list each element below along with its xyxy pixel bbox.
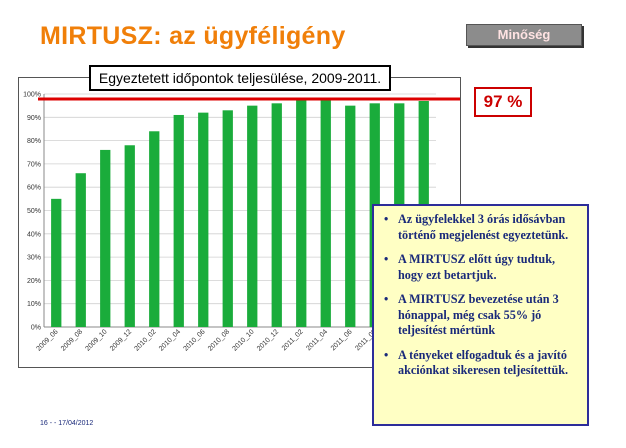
- x-tick-label: 2010_08: [207, 328, 231, 352]
- notes-textbox: • Az ügyfelekkel 3 órás idősávban történő…: [372, 204, 589, 426]
- bullet-text: A MIRTUSZ bevezetése után 3 hónappal, mé…: [398, 292, 559, 337]
- bar: [345, 105, 356, 328]
- x-tick-label: 2009_06: [35, 328, 59, 352]
- y-tick-label: 50%: [27, 208, 41, 215]
- bar: [149, 131, 160, 327]
- x-tick-label: 2009_08: [60, 328, 84, 352]
- x-tick-label: 2010_04: [158, 328, 182, 352]
- bullet-item: • A MIRTUSZ bevezetése után 3 hónappal, m…: [384, 292, 579, 339]
- y-tick-label: 80%: [27, 138, 41, 145]
- y-tick-label: 60%: [27, 185, 41, 192]
- x-tick-label: 2011_06: [330, 328, 354, 352]
- bullet-item: • A tényeket elfogadtuk és a javító akció…: [384, 348, 579, 379]
- x-tick-label: 2011_04: [305, 328, 329, 352]
- y-tick-label: 20%: [27, 278, 41, 285]
- bullet-text: A tényeket elfogadtuk és a javító akción…: [398, 347, 569, 378]
- y-tick-label: 0%: [31, 325, 41, 332]
- x-tick-label: 2009_10: [84, 328, 108, 352]
- bar: [100, 149, 111, 327]
- bar: [320, 98, 331, 327]
- bullet-item: • A MIRTUSZ előtt úgy tudtuk, hogy ezt be…: [384, 252, 579, 283]
- bar: [124, 145, 135, 327]
- bullet-text: A MIRTUSZ előtt úgy tudtuk, hogy ezt bet…: [398, 252, 556, 282]
- bar: [51, 198, 62, 327]
- quality-badge: Minőség: [466, 24, 582, 46]
- quality-badge-label: Minőség: [497, 27, 551, 42]
- slide-title: MIRTUSZ: az ügyféligény: [40, 22, 346, 50]
- y-tick-label: 70%: [27, 161, 41, 168]
- x-tick-label: 2009_12: [109, 328, 133, 352]
- x-tick-label: 2010_12: [256, 328, 280, 352]
- bullet-icon: •: [384, 252, 389, 266]
- x-tick-label: 2010_02: [133, 328, 157, 352]
- y-tick-label: 40%: [27, 231, 41, 238]
- chart-title: Egyeztetett időpontok teljesülése, 2009-…: [89, 65, 391, 91]
- bar: [222, 110, 233, 327]
- x-tick-label: 2011_02: [281, 328, 305, 352]
- y-tick-label: 100%: [23, 92, 41, 99]
- bullet-text: Az ügyfelekkel 3 órás idősávban történő …: [398, 212, 569, 242]
- y-tick-label: 30%: [27, 255, 41, 262]
- bar: [296, 98, 307, 327]
- bar: [247, 105, 258, 328]
- footer-date: 16 - - 17/04/2012: [40, 420, 94, 427]
- bar: [198, 112, 209, 327]
- percent-callout: 97 %: [474, 87, 532, 117]
- x-tick-label: 2010_10: [231, 328, 255, 352]
- y-tick-label: 10%: [27, 301, 41, 308]
- x-tick-label: 2010_06: [182, 328, 206, 352]
- y-tick-label: 90%: [27, 115, 41, 122]
- bullet-icon: •: [384, 292, 389, 306]
- bullet-item: • Az ügyfelekkel 3 órás idősávban történő…: [384, 212, 579, 243]
- bullet-icon: •: [384, 212, 389, 226]
- bar: [75, 173, 86, 327]
- bullet-icon: •: [384, 347, 389, 362]
- bar: [173, 114, 184, 327]
- bar: [271, 103, 282, 327]
- bullet-list: • Az ügyfelekkel 3 órás idősávban történő…: [384, 212, 579, 379]
